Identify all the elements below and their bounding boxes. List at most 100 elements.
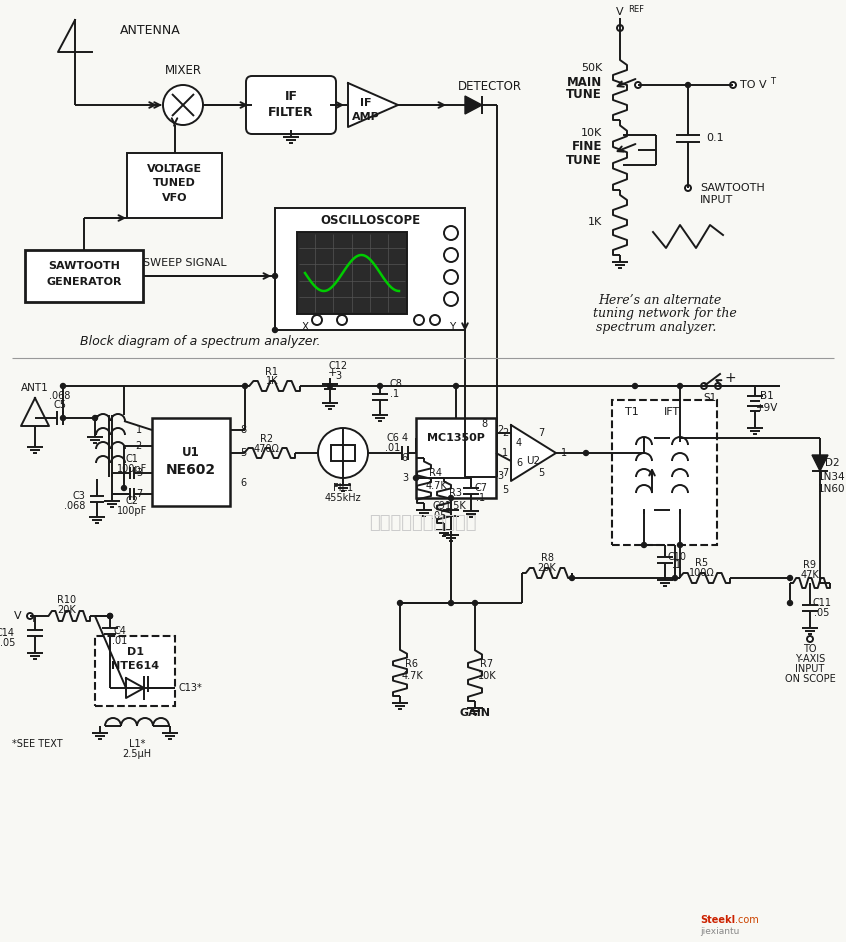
Text: GENERATOR: GENERATOR [47, 277, 122, 287]
Bar [127, 153, 222, 218]
Text: 2.5μH: 2.5μH [123, 749, 151, 759]
Text: R10: R10 [58, 595, 76, 605]
Text: .01: .01 [113, 636, 128, 646]
Polygon shape [465, 96, 482, 114]
Circle shape [430, 315, 440, 325]
Text: MIXER: MIXER [164, 63, 201, 76]
Circle shape [122, 485, 127, 491]
Text: C13*: C13* [179, 683, 202, 693]
Text: MC1350P: MC1350P [427, 433, 485, 443]
Text: 杭州将睬科技有限公司: 杭州将睬科技有限公司 [369, 514, 477, 532]
Text: D1: D1 [127, 647, 144, 657]
Text: D2: D2 [825, 458, 839, 468]
Text: 1N60: 1N60 [818, 484, 846, 494]
Text: NE602: NE602 [166, 463, 216, 477]
Circle shape [635, 82, 641, 88]
Text: Y: Y [449, 322, 455, 332]
Polygon shape [511, 425, 556, 481]
Text: INPUT: INPUT [795, 664, 825, 674]
Text: 5: 5 [240, 448, 246, 458]
Text: +: + [724, 371, 736, 385]
Circle shape [788, 600, 793, 606]
Text: OSCILLOSCOPE: OSCILLOSCOPE [320, 214, 420, 226]
Polygon shape [126, 678, 144, 698]
Text: MAIN: MAIN [567, 75, 602, 89]
Circle shape [448, 600, 453, 606]
Text: GAIN: GAIN [459, 708, 491, 718]
Circle shape [685, 185, 691, 191]
Text: B1: B1 [760, 391, 774, 401]
Text: 1.5K: 1.5K [445, 501, 467, 511]
Text: R2: R2 [261, 434, 273, 444]
Text: R3: R3 [449, 488, 463, 498]
Text: 4.7K: 4.7K [426, 481, 447, 491]
Text: R5: R5 [695, 558, 709, 568]
Text: C12: C12 [328, 361, 348, 371]
Text: T: T [770, 77, 775, 87]
Text: 3: 3 [497, 471, 503, 481]
Text: ANT1: ANT1 [21, 383, 49, 393]
Text: 10K: 10K [478, 671, 497, 681]
Text: 3: 3 [136, 468, 142, 478]
Text: 7: 7 [502, 468, 508, 478]
Text: .1: .1 [390, 389, 399, 399]
Text: C11: C11 [812, 598, 832, 608]
Text: 50K: 50K [580, 63, 602, 73]
Text: ANTENNA: ANTENNA [120, 24, 181, 37]
Text: IF: IF [284, 89, 298, 103]
Text: Y-AXIS: Y-AXIS [795, 654, 825, 664]
Circle shape [243, 383, 248, 388]
Text: C9: C9 [432, 501, 446, 511]
Bar [95, 636, 175, 706]
Text: U1: U1 [182, 446, 200, 459]
Text: +: + [327, 368, 337, 378]
Polygon shape [348, 83, 398, 127]
Text: C8: C8 [390, 379, 403, 389]
Circle shape [444, 226, 458, 240]
Text: SAWTOOTH: SAWTOOTH [700, 183, 765, 193]
Text: C6: C6 [387, 433, 399, 443]
Text: C3: C3 [72, 491, 85, 501]
Text: 1: 1 [502, 448, 508, 458]
Text: 2: 2 [135, 441, 142, 451]
Text: 5: 5 [502, 485, 508, 495]
Text: 1: 1 [561, 448, 567, 458]
Text: FINE: FINE [572, 140, 602, 154]
Text: 2: 2 [497, 425, 503, 435]
Text: 5: 5 [538, 468, 544, 478]
Bar [612, 400, 717, 545]
Text: 4: 4 [516, 438, 522, 448]
Bar [25, 250, 143, 302]
Text: .1: .1 [672, 560, 681, 570]
Text: +9V: +9V [755, 403, 778, 413]
Text: TUNE: TUNE [566, 89, 602, 102]
Text: 470Ω: 470Ω [254, 444, 280, 454]
Text: R9: R9 [804, 560, 816, 570]
Text: R8: R8 [541, 553, 553, 563]
Text: DETECTOR: DETECTOR [458, 80, 522, 93]
Text: .1: .1 [476, 493, 486, 503]
Text: .05: .05 [431, 511, 447, 521]
Text: FIL1: FIL1 [333, 483, 353, 493]
Text: C5: C5 [53, 400, 67, 410]
Text: 0.1: 0.1 [706, 133, 723, 143]
Text: 1K: 1K [266, 376, 278, 386]
Circle shape [584, 450, 589, 456]
Text: T1: T1 [625, 407, 639, 417]
Text: X: X [301, 322, 309, 332]
Text: ON SCOPE: ON SCOPE [784, 674, 835, 684]
Circle shape [398, 600, 403, 606]
Circle shape [678, 543, 683, 547]
Circle shape [414, 476, 419, 480]
Text: .05: .05 [815, 608, 830, 618]
Text: 100Ω: 100Ω [689, 568, 715, 578]
Circle shape [337, 315, 347, 325]
Text: 1N34: 1N34 [818, 472, 846, 482]
Text: 100pF: 100pF [117, 464, 147, 474]
Text: 1K: 1K [588, 217, 602, 227]
Text: 455kHz: 455kHz [325, 493, 361, 503]
Text: 100pF: 100pF [117, 506, 147, 516]
Text: S1: S1 [703, 393, 717, 403]
Circle shape [272, 328, 277, 333]
Text: 8: 8 [240, 425, 246, 435]
